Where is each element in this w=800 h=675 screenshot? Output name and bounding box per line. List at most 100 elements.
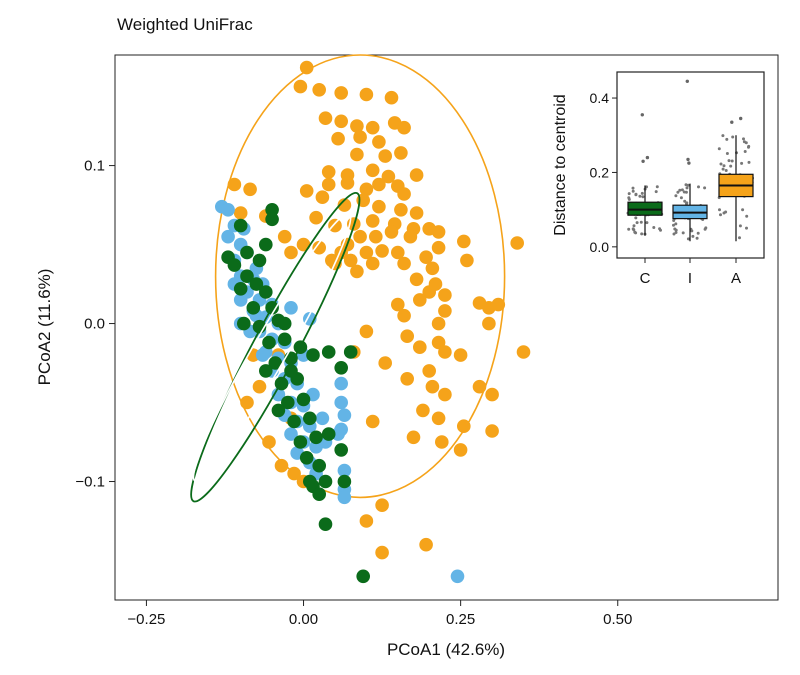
scatter-point-I [284, 301, 298, 315]
scatter-point-C [240, 245, 254, 260]
scatter-point-I [221, 229, 235, 244]
scatter-point-A [372, 135, 386, 149]
inset-jitter-dot [719, 213, 722, 217]
scatter-point-A [391, 297, 405, 312]
scatter-point-I [284, 427, 298, 441]
scatter-point-A [375, 244, 389, 258]
scatter-point-C [312, 487, 327, 502]
inset-y-axis-label: Distance to centroid [552, 94, 569, 235]
scatter-point-A [510, 236, 524, 250]
inset-boxplot: 0.0 0.2 0.4 C I A Distance to centroid [552, 71, 765, 287]
scatter-point-I [450, 569, 465, 584]
scatter-point-A [274, 458, 289, 473]
scatter-point-A [391, 245, 405, 260]
scatter-point-A [309, 210, 323, 225]
inset-outlier-dot [686, 157, 690, 162]
scatter-point-A [359, 324, 374, 339]
scatter-point-A [425, 261, 440, 276]
scatter-point-I [255, 348, 270, 362]
scatter-point-A [428, 277, 443, 291]
scatter-point-C [321, 345, 336, 359]
scatter-point-A [491, 297, 506, 312]
scatter-point-C [337, 474, 352, 489]
scatter-point-A [365, 214, 380, 228]
scatter-point-A [340, 176, 355, 190]
scatter-point-A [284, 245, 298, 260]
scatter-point-A [369, 229, 383, 244]
scatter-point-A [372, 177, 386, 192]
scatter-point-I [221, 203, 235, 217]
scatter-point-A [375, 545, 389, 560]
scatter-point-I [337, 463, 352, 478]
inset-jitter-dot [641, 195, 645, 199]
scatter-point-A [312, 240, 327, 255]
scatter-point-A [409, 206, 424, 220]
scatter-point-A [299, 184, 314, 198]
main-axis-ticks: −0.25 0.00 0.25 0.50 −0.1 0.0 0.1 [75, 158, 632, 628]
inset-jitter-dot [722, 164, 726, 168]
scatter-point-A [422, 364, 437, 378]
x-axis-label: PCoA1 (42.6%) [387, 640, 505, 659]
scatter-point-A [365, 163, 380, 178]
scatter-point-C [277, 316, 292, 331]
inset-jitter-dot [627, 227, 631, 231]
inset-jitter-dot [672, 219, 676, 222]
inset-jitter-dot [684, 183, 688, 187]
inset-jitter-dot [680, 188, 684, 192]
scatter-point-C [240, 269, 254, 284]
scatter-point-C [293, 435, 308, 449]
inset-jitter-dot [685, 186, 689, 190]
scatter-point-A [457, 419, 471, 434]
scatter-point-A [334, 86, 349, 100]
confidence-ellipse-C [190, 191, 361, 503]
scatter-point-C [262, 335, 276, 350]
scatter-point-A [438, 288, 452, 302]
scatter-point-A [365, 414, 380, 429]
x-tick-label: 0.50 [603, 611, 632, 628]
inset-jitter-dot [627, 197, 631, 201]
inset-jitter-dot [672, 232, 676, 236]
inset-jitter-dot [654, 190, 658, 194]
inset-jitter-dot [674, 228, 678, 232]
inset-jitter-dot [658, 227, 662, 231]
scatter-point-C [306, 348, 320, 362]
scatter-point-A [384, 225, 399, 239]
scatter-point-C [268, 356, 283, 370]
scatter-point-C [356, 569, 371, 584]
inset-jitter-dot [674, 194, 678, 198]
scatter-point-C [334, 361, 349, 375]
inset-x-tick-label: I [688, 270, 692, 287]
inset-jitter-dot [682, 190, 686, 194]
inset-jitter-dot [703, 186, 707, 190]
scatter-point-C [227, 258, 242, 272]
inset-jitter-dot [627, 192, 631, 196]
scatter-point-A [372, 199, 386, 214]
inset-jitter-dot [634, 192, 638, 196]
inset-jitter-dot [655, 185, 659, 189]
scatter-point-I [271, 387, 286, 402]
scatter-point-A [296, 237, 311, 252]
scatter-point-A [331, 131, 345, 146]
scatter-point-C [318, 474, 333, 489]
inset-jitter-dot [745, 214, 749, 218]
scatter-point-C [299, 451, 314, 465]
x-tick-label: 0.00 [289, 611, 318, 628]
inset-jitter-dot [686, 183, 690, 187]
scatter-point-I [331, 427, 345, 441]
scatter-point-A [409, 168, 424, 182]
inset-jitter-dot [640, 191, 644, 195]
scatter-point-C [296, 392, 311, 407]
point-layer [190, 60, 531, 584]
inset-jitter-dot [696, 231, 700, 235]
scatter-point-A [233, 206, 248, 220]
inset-jitter-dot [743, 150, 747, 153]
inset-axis-ticks: 0.0 0.2 0.4 C I A [590, 90, 741, 287]
inset-jitter-dot [745, 226, 748, 230]
scatter-point-A [397, 256, 411, 271]
scatter-point-A [413, 340, 427, 355]
scatter-point-A [343, 253, 358, 268]
scatter-point-A [453, 348, 468, 362]
inset-y-tick-label: 0.0 [590, 239, 610, 255]
